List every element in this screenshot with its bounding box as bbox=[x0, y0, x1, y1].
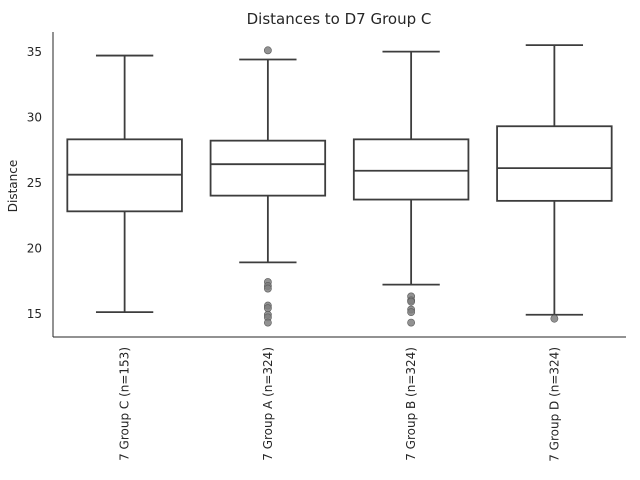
y-axis-label: Distance bbox=[6, 160, 20, 212]
plot-area: 15 20 25 30 35 7 Group C (n=153) 7 Group A (n=… bbox=[27, 32, 626, 462]
outlier-point bbox=[550, 314, 559, 323]
outlier-point bbox=[407, 318, 416, 327]
y-tick-label: 15 bbox=[27, 307, 42, 321]
outlier-point bbox=[407, 297, 416, 306]
outlier-point bbox=[263, 46, 272, 55]
x-tick-label: 7 Group B (n=324) bbox=[404, 347, 418, 461]
box-iqr bbox=[352, 138, 470, 201]
box-iqr bbox=[209, 139, 327, 197]
x-tick-label: 7 Group C (n=153) bbox=[118, 347, 132, 461]
outlier-point bbox=[263, 318, 272, 327]
y-tick-label: 20 bbox=[27, 241, 42, 255]
chart-title: Distances to D7 Group C bbox=[247, 10, 432, 28]
box-iqr bbox=[496, 125, 613, 202]
y-tick-label: 25 bbox=[27, 176, 42, 190]
y-tick-label: 30 bbox=[27, 111, 42, 125]
x-tick-label: 7 Group D (n=324) bbox=[547, 347, 561, 462]
outlier-point bbox=[263, 284, 272, 293]
x-tick-label: 7 Group A (n=324) bbox=[261, 347, 275, 461]
outlier-point bbox=[263, 304, 272, 313]
outlier-point bbox=[407, 308, 416, 317]
y-tick-label: 35 bbox=[27, 45, 42, 59]
